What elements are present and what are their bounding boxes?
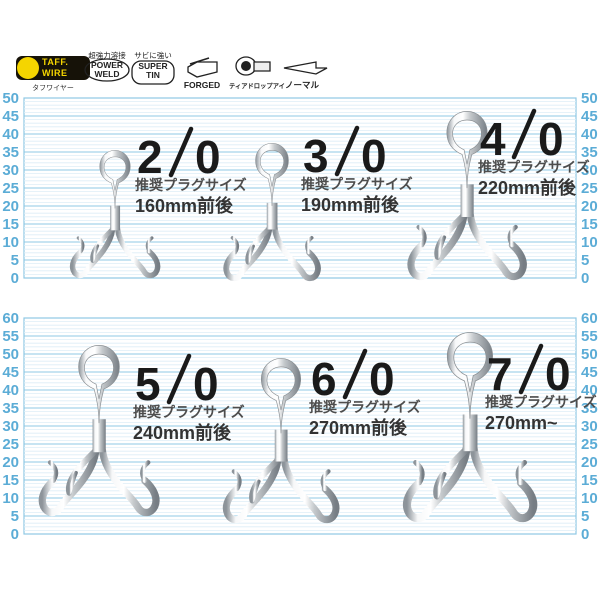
svg-text:45: 45 <box>2 108 19 125</box>
svg-text:50: 50 <box>581 346 598 363</box>
svg-text:6: 6 <box>311 353 337 405</box>
svg-text:35: 35 <box>2 400 19 417</box>
svg-text:推奨プラグサイズ: 推奨プラグサイズ <box>478 159 590 175</box>
svg-text:190mm前後: 190mm前後 <box>301 194 400 215</box>
svg-text:10: 10 <box>2 490 19 507</box>
svg-text:サビに強い: サビに強い <box>134 50 172 60</box>
svg-text:5: 5 <box>581 508 589 525</box>
svg-text:160mm前後: 160mm前後 <box>135 195 234 216</box>
svg-text:15: 15 <box>2 216 19 233</box>
svg-text:3: 3 <box>303 130 329 182</box>
svg-text:10: 10 <box>581 490 598 507</box>
svg-text:推奨プラグサイズ: 推奨プラグサイズ <box>133 404 245 420</box>
svg-text:0: 0 <box>581 526 589 543</box>
svg-text:4: 4 <box>480 113 506 165</box>
svg-text:5: 5 <box>135 358 161 410</box>
svg-text:7: 7 <box>487 348 513 400</box>
svg-text:60: 60 <box>2 310 19 327</box>
svg-text:25: 25 <box>581 436 598 453</box>
svg-text:推奨プラグサイズ: 推奨プラグサイズ <box>485 394 597 410</box>
svg-text:45: 45 <box>2 364 19 381</box>
svg-text:25: 25 <box>2 436 19 453</box>
svg-text:5: 5 <box>581 252 589 269</box>
svg-text:55: 55 <box>581 328 598 345</box>
svg-text:推奨プラグサイズ: 推奨プラグサイズ <box>309 399 421 415</box>
svg-text:40: 40 <box>2 126 19 143</box>
svg-text:50: 50 <box>581 90 598 107</box>
svg-text:タフワイヤー: タフワイヤー <box>32 83 74 92</box>
svg-text:TAFF.: TAFF. <box>42 57 68 67</box>
svg-text:ノーマル: ノーマル <box>285 80 320 90</box>
svg-text:30: 30 <box>2 418 19 435</box>
svg-text:15: 15 <box>2 472 19 489</box>
svg-text:0: 0 <box>369 353 395 405</box>
svg-text:0: 0 <box>195 131 221 183</box>
svg-text:20: 20 <box>581 198 598 215</box>
svg-text:推奨プラグサイズ: 推奨プラグサイズ <box>301 176 413 192</box>
svg-text:0: 0 <box>11 270 19 287</box>
svg-text:ティアドロップアイ: ティアドロップアイ <box>229 81 285 90</box>
svg-text:FORGED: FORGED <box>184 80 220 90</box>
svg-text:270mm前後: 270mm前後 <box>309 417 408 438</box>
svg-text:10: 10 <box>581 234 598 251</box>
svg-text:35: 35 <box>2 144 19 161</box>
svg-text:WELD: WELD <box>94 69 119 79</box>
svg-text:0: 0 <box>545 348 571 400</box>
svg-text:15: 15 <box>581 472 598 489</box>
svg-text:60: 60 <box>581 310 598 327</box>
svg-text:5: 5 <box>11 252 19 269</box>
svg-text:55: 55 <box>2 328 19 345</box>
svg-text:10: 10 <box>2 234 19 251</box>
svg-text:20: 20 <box>581 454 598 471</box>
svg-text:25: 25 <box>2 180 19 197</box>
svg-text:0: 0 <box>538 113 564 165</box>
svg-text:220mm前後: 220mm前後 <box>478 177 577 198</box>
svg-text:WIRE: WIRE <box>42 68 68 78</box>
svg-text:40: 40 <box>581 126 598 143</box>
svg-text:45: 45 <box>581 364 598 381</box>
svg-text:15: 15 <box>581 216 598 233</box>
svg-text:45: 45 <box>581 108 598 125</box>
svg-text:25: 25 <box>581 180 598 197</box>
svg-text:TIN: TIN <box>146 70 160 80</box>
svg-text:30: 30 <box>581 418 598 435</box>
svg-text:50: 50 <box>2 90 19 107</box>
svg-text:240mm前後: 240mm前後 <box>133 422 232 443</box>
svg-text:40: 40 <box>2 382 19 399</box>
svg-text:50: 50 <box>2 346 19 363</box>
svg-text:0: 0 <box>581 270 589 287</box>
svg-text:0: 0 <box>11 526 19 543</box>
svg-text:0: 0 <box>361 130 387 182</box>
svg-text:推奨プラグサイズ: 推奨プラグサイズ <box>135 177 247 193</box>
svg-text:270mm~: 270mm~ <box>485 413 558 433</box>
svg-text:20: 20 <box>2 198 19 215</box>
svg-text:30: 30 <box>2 162 19 179</box>
svg-text:2: 2 <box>137 131 163 183</box>
svg-text:5: 5 <box>11 508 19 525</box>
svg-text:20: 20 <box>2 454 19 471</box>
svg-text:0: 0 <box>193 358 219 410</box>
